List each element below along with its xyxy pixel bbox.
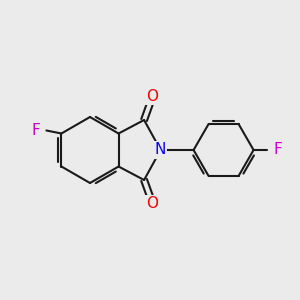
Text: F: F <box>274 142 282 158</box>
Text: F: F <box>31 123 40 138</box>
Text: N: N <box>155 142 166 158</box>
Text: O: O <box>146 89 158 104</box>
Text: O: O <box>146 196 158 211</box>
